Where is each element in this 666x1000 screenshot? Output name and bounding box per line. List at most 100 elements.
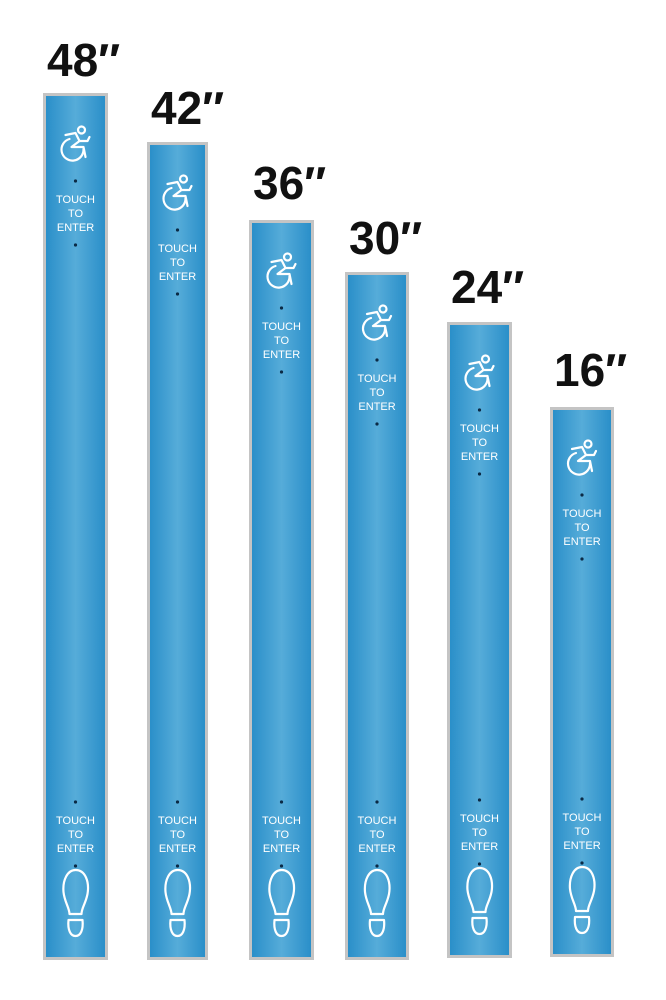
button-text: TO xyxy=(170,257,186,269)
dot xyxy=(580,557,584,561)
foot-heel xyxy=(368,918,386,938)
icon-body xyxy=(468,360,495,388)
button-text: ENTER xyxy=(263,843,300,855)
button-text: TO xyxy=(68,208,84,220)
button-text: ENTER xyxy=(57,843,94,855)
button-text: TO xyxy=(574,826,590,838)
size-label: 30″ xyxy=(349,212,422,264)
button-text: TOUCH xyxy=(563,508,602,520)
button-text: ENTER xyxy=(159,271,196,283)
bollard: 30″ TOUCH TO ENTER TOUCH TO ENTER xyxy=(345,212,422,960)
foot-sole xyxy=(466,866,494,914)
dot xyxy=(580,861,584,865)
icon-head xyxy=(76,125,87,135)
dot xyxy=(279,306,284,310)
foot-sole xyxy=(568,865,596,913)
button-text: TO xyxy=(472,827,488,839)
bollard-face xyxy=(46,96,105,957)
foot-sole xyxy=(62,868,90,916)
bollard-face xyxy=(553,410,611,954)
bollard-face xyxy=(150,145,205,957)
dot xyxy=(73,864,78,868)
size-label: 48″ xyxy=(47,34,120,86)
bollard-face xyxy=(450,325,509,955)
icon-body xyxy=(64,131,91,159)
dot xyxy=(279,864,284,868)
footprint-icon xyxy=(466,866,494,936)
button-text: TOUCH xyxy=(56,194,95,206)
button-text: ENTER xyxy=(358,843,395,855)
dot xyxy=(580,493,584,497)
button-text: TOUCH xyxy=(563,812,602,824)
accessibility-icon xyxy=(464,354,495,391)
bollard: 42″ TOUCH TO ENTER TOUCH TO ENTER xyxy=(147,82,224,960)
button-text: TOUCH xyxy=(262,321,301,333)
button-text: TO xyxy=(274,829,290,841)
button-text: TOUCH xyxy=(262,815,301,827)
bollard: 24″ TOUCH TO ENTER TOUCH TO ENTER xyxy=(447,261,524,958)
button-text: ENTER xyxy=(461,451,498,463)
button-text: TO xyxy=(274,335,290,347)
icon-wheel xyxy=(162,186,187,211)
dot xyxy=(375,864,379,868)
button-text: TO xyxy=(369,829,385,841)
dot xyxy=(375,800,379,804)
dot xyxy=(477,408,482,412)
icon-head xyxy=(282,252,293,262)
bollard: 36″ TOUCH TO ENTER TOUCH TO ENTER xyxy=(249,157,326,960)
button-text: ENTER xyxy=(358,401,395,413)
icon-wheel xyxy=(566,451,592,476)
icon-head xyxy=(583,439,593,449)
dot xyxy=(279,370,284,374)
footprint-icon xyxy=(568,865,596,935)
bollard: 48″ TOUCH TO ENTER TOUCH TO ENTER xyxy=(43,34,120,960)
foot-heel xyxy=(169,918,186,938)
dot xyxy=(375,358,379,362)
button-text: TOUCH xyxy=(358,815,397,827)
dot xyxy=(73,179,78,183)
button-text: TOUCH xyxy=(358,373,397,385)
button-text: TOUCH xyxy=(158,243,197,255)
foot-sole xyxy=(164,868,192,916)
foot-sole xyxy=(268,868,296,916)
dot xyxy=(73,243,78,247)
footprint-icon xyxy=(62,868,90,938)
accessibility-icon xyxy=(162,174,193,211)
button-text: TOUCH xyxy=(56,815,95,827)
button-text: TOUCH xyxy=(460,813,499,825)
bollard-face xyxy=(252,223,311,957)
button-text: TO xyxy=(170,829,186,841)
dot xyxy=(175,864,180,868)
icon-body xyxy=(570,445,598,473)
icon-head xyxy=(378,304,388,314)
icon-wheel xyxy=(361,316,387,341)
footprint-icon xyxy=(268,868,296,938)
button-text: ENTER xyxy=(159,843,196,855)
dot xyxy=(175,228,180,232)
icon-wheel xyxy=(266,264,291,289)
icon-body xyxy=(365,310,393,338)
dot xyxy=(477,862,482,866)
footprint-icon xyxy=(363,868,391,938)
button-text: ENTER xyxy=(57,222,94,234)
dot xyxy=(375,422,379,426)
button-text: ENTER xyxy=(461,841,498,853)
button-text: TO xyxy=(574,522,590,534)
footprint-icon xyxy=(164,868,192,938)
icon-wheel xyxy=(60,137,85,162)
foot-heel xyxy=(573,915,591,935)
button-text: TOUCH xyxy=(460,423,499,435)
bollard-face xyxy=(348,275,406,957)
foot-sole xyxy=(363,868,391,916)
icon-body xyxy=(270,258,297,286)
button-text: ENTER xyxy=(263,349,300,361)
size-label: 42″ xyxy=(151,82,224,134)
foot-heel xyxy=(67,918,84,938)
foot-heel xyxy=(471,916,488,936)
button-text: TOUCH xyxy=(158,815,197,827)
accessibility-icon xyxy=(361,304,393,341)
button-text: TO xyxy=(369,387,385,399)
icon-body xyxy=(166,180,193,208)
dot xyxy=(477,798,482,802)
